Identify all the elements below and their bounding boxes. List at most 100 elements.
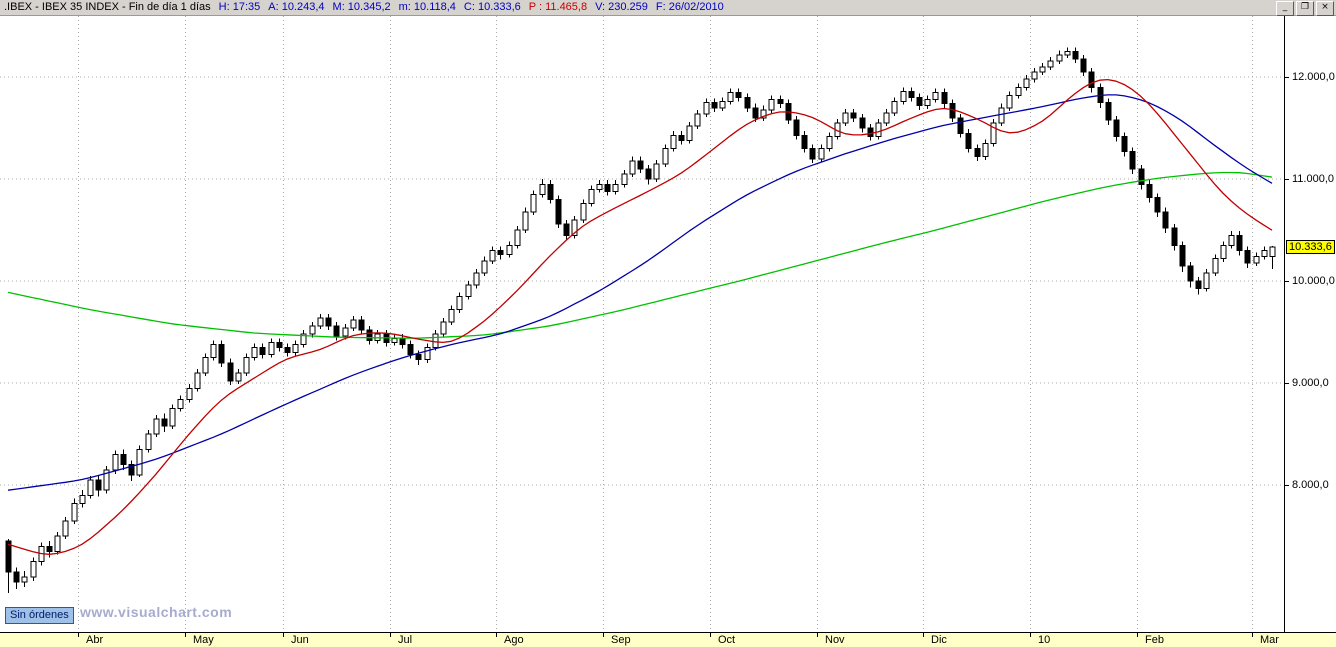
candle [1039,62,1046,76]
candle [867,124,874,141]
candle [235,368,242,385]
candle-body [818,148,825,160]
candle-body [259,346,266,356]
candle [891,97,898,116]
candle [588,185,595,207]
candle [1006,91,1013,111]
candle-body [686,125,693,141]
candle [694,109,701,130]
candle-body [678,134,685,141]
candle [1269,245,1276,270]
candle-body [95,479,102,491]
candle-body [1039,66,1046,73]
restore-icon[interactable]: ❐ [1296,1,1314,16]
candle [1113,115,1120,142]
candle [1228,231,1235,249]
no-orders-tab[interactable]: Sin órdenes [5,607,74,624]
candle [629,156,636,178]
candle-body [309,325,316,335]
candle-body [965,132,972,150]
candle [497,246,504,260]
close-icon[interactable]: × [1316,1,1334,16]
candle-body [645,168,652,180]
candle [793,115,800,140]
candle-body [974,148,981,158]
candle [1105,98,1112,126]
time-axis-tick [1252,633,1253,637]
price-axis-label: 10.000,0 [1292,275,1335,287]
candle [686,122,693,144]
time-axis-tick [1030,633,1031,637]
candle-body [916,97,923,107]
price-axis[interactable]: 10.333,6 12.000,0 11.000,0 10.000,0 9.000,0… [1284,16,1336,632]
candle-body [432,333,439,348]
candle-body [21,576,28,583]
candle-body [473,272,480,286]
minimize-icon[interactable]: _ [1276,1,1294,16]
time-axis[interactable]: Abr May Jun Jul Ago Sep Oct Nov Dic 10 Feb Mar [0,632,1336,647]
title-segment: C: 10.333,6 [463,1,521,13]
title-segment: .IBEX - IBEX 35 INDEX - Fin de día 1 día… [4,1,211,13]
candle-body [612,183,619,192]
time-axis-tick [78,633,79,637]
candle-body [809,148,816,160]
candle [547,180,554,204]
candle-body [670,134,677,150]
candle-body [62,520,69,537]
candle-body [900,90,907,103]
candle-body [1236,234,1243,252]
candle [366,326,373,345]
candle-body [79,494,86,504]
candle-body [333,325,340,337]
candle [596,180,603,193]
candle [514,226,521,249]
candle-body [932,91,939,101]
candle [1146,180,1153,203]
price-axis-tick [1285,77,1289,78]
candle [744,93,751,112]
candle [391,334,398,346]
candle [62,516,69,540]
candle-body [588,188,595,205]
candle-body [128,464,135,476]
candle [1171,224,1178,251]
candle [727,88,734,105]
candle-body [1113,119,1120,137]
candle [145,430,152,453]
candle [161,413,168,433]
chart-title-bar[interactable]: .IBEX - IBEX 35 INDEX - Fin de día 1 día… [0,0,1336,16]
candle [1047,56,1054,71]
candle [826,132,833,152]
price-chart-svg[interactable] [0,16,1284,632]
price-chart[interactable] [0,16,1284,632]
candle [1212,254,1219,277]
candle-body [957,117,964,134]
candle-body [276,341,283,348]
candle-body [744,97,751,109]
candle-body [465,284,472,297]
candle-body [1072,51,1079,60]
candle-body [1154,197,1161,213]
price-axis-tick [1285,485,1289,486]
candle [440,317,447,338]
candle [735,88,742,102]
candle-body [1195,280,1202,289]
candle-body [1212,258,1219,274]
candle-body [1088,71,1095,88]
candle-body [1146,183,1153,199]
candle-body [161,418,168,427]
time-axis-label: Jul [398,634,413,646]
candle-body [284,346,291,354]
candle [317,313,324,330]
candle-body [120,454,127,466]
candle [571,215,578,239]
time-axis-label: Dic [931,634,947,646]
title-segment: F: 26/02/2010 [655,1,724,13]
candle-body [703,102,710,115]
candle [1080,54,1087,77]
time-axis-label: 10 [1038,634,1051,646]
candle-body [325,317,332,327]
time-axis-label: Jun [291,634,309,646]
price-axis-label: 11.000,0 [1292,173,1335,185]
candle [653,159,660,183]
